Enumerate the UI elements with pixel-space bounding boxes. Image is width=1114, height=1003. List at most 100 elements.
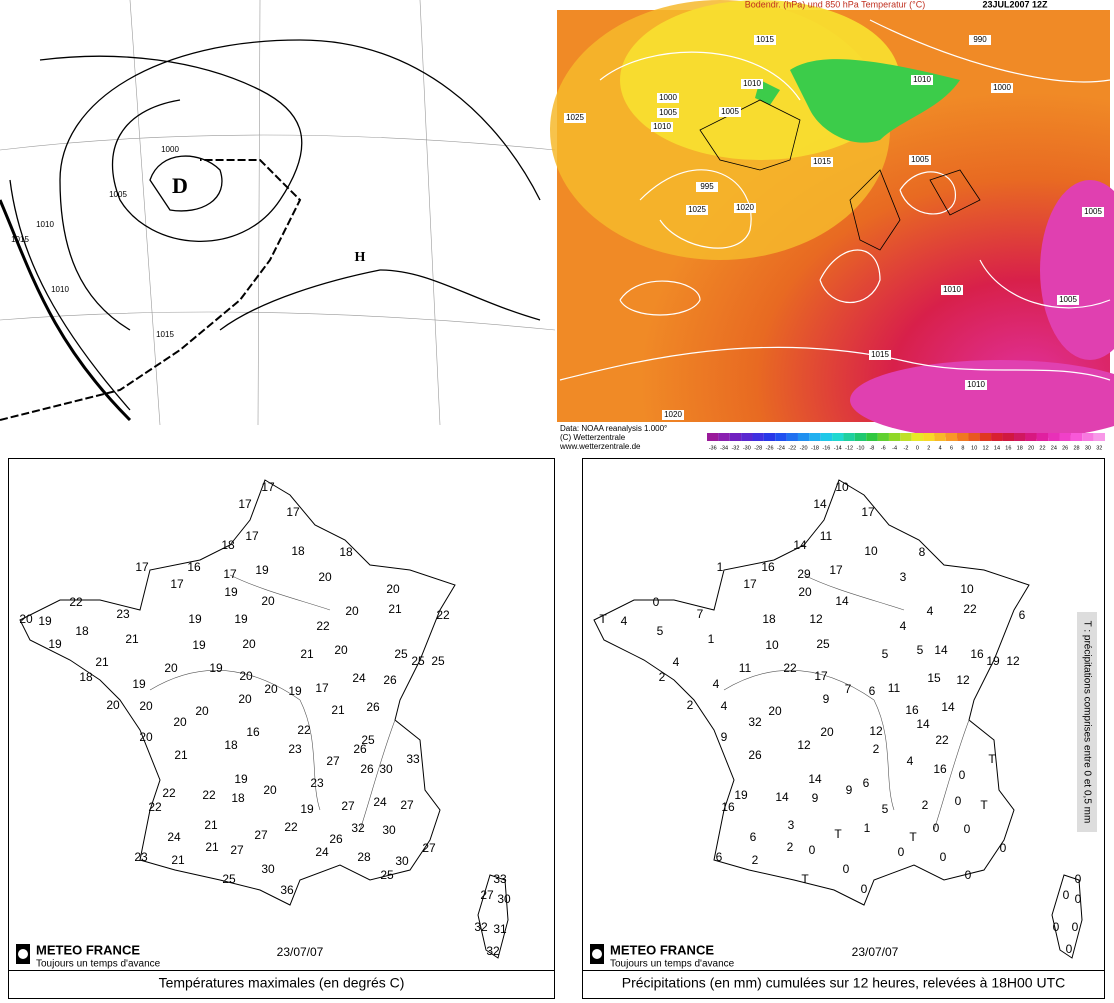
colorbar-label: -28 — [754, 445, 762, 451]
colorbar-swatch — [832, 433, 844, 441]
station-value: 16 — [721, 800, 735, 814]
colorbar-swatch — [843, 433, 855, 441]
station-value: 19 — [48, 637, 62, 651]
station-value: 7 — [697, 607, 704, 621]
station-value: 36 — [280, 883, 294, 897]
station-value: 22 — [935, 733, 949, 747]
station-value: 27 — [230, 843, 244, 857]
station-value: 17 — [315, 681, 329, 695]
isobar-label-box — [657, 108, 679, 118]
map-background — [0, 0, 555, 425]
isobar-label-box — [1057, 295, 1079, 305]
station-value: 17 — [238, 497, 252, 511]
panel-frame — [582, 458, 1105, 999]
station-value: 20 — [238, 692, 252, 706]
graticule — [0, 0, 556, 426]
isobar-label-box — [909, 155, 931, 165]
station-value: 0 — [653, 595, 660, 609]
station-value: 12 — [1006, 654, 1020, 668]
station-value: 20 — [264, 682, 278, 696]
station-value: 20 — [798, 585, 812, 599]
station-value: 16 — [187, 560, 201, 574]
station-value: 19 — [38, 614, 52, 628]
colorbar-swatch — [741, 433, 753, 441]
station-value: 6 — [750, 830, 757, 844]
front — [0, 159, 302, 421]
station-value: 12 — [869, 724, 883, 738]
isobar-label-box — [1082, 207, 1104, 217]
station-value: 25 — [816, 637, 830, 651]
hot-zone — [1040, 180, 1114, 360]
colorbar-label: 12 — [983, 445, 989, 451]
pressure-centre: D — [172, 173, 188, 198]
station-value: 22 — [69, 595, 83, 609]
isobar-label-box — [564, 113, 586, 123]
station-value: 19 — [288, 684, 302, 698]
station-value: 12 — [797, 738, 811, 752]
station-value: T — [988, 752, 996, 766]
colorbar-label: 6 — [950, 445, 953, 451]
station-value: 27 — [254, 828, 268, 842]
station-value: 14 — [808, 772, 822, 786]
station-value: 28 — [357, 850, 371, 864]
station-value: 19 — [255, 563, 269, 577]
station-value: 21 — [95, 655, 109, 669]
station-value: 14 — [934, 643, 948, 657]
colorbar-swatch — [752, 433, 764, 441]
colorbar-label: 28 — [1074, 445, 1080, 451]
station-value: 22 — [963, 602, 977, 616]
station-value: 20 — [261, 594, 275, 608]
station-value: 0 — [861, 882, 868, 896]
isobar-label-box — [911, 75, 933, 85]
isobar-label-box — [754, 35, 776, 45]
map-title: Bodendr. (hPa) und 850 hPa Temperatur (°… — [745, 0, 926, 9]
colorbar-swatch — [820, 433, 833, 441]
pressure-centre: H — [355, 250, 366, 265]
station-value: 19 — [300, 802, 314, 816]
isobar-label-box — [991, 83, 1013, 93]
isobar-label-box — [969, 35, 991, 45]
station-value: 12 — [956, 673, 970, 687]
colorbar-label: 22 — [1039, 445, 1045, 451]
logo-dot — [592, 949, 602, 959]
station-value: 0 — [933, 821, 940, 835]
isobar-label-box — [657, 93, 679, 103]
station-value: 32 — [748, 715, 762, 729]
station-value: 5 — [882, 802, 889, 816]
colorbar-label: -16 — [822, 445, 830, 451]
colorbar-label: -20 — [800, 445, 808, 451]
colorbar-label: 8 — [961, 445, 964, 451]
station-value: 22 — [297, 723, 311, 737]
colorbar-swatch — [1093, 433, 1105, 441]
station-value: 24 — [167, 830, 181, 844]
station-value: 20 — [386, 582, 400, 596]
isobar-label: 1000 — [993, 83, 1011, 92]
station-value: 21 — [125, 632, 139, 646]
station-value: 19 — [224, 585, 238, 599]
station-value: 19 — [188, 612, 202, 626]
colorbar-label: -12 — [845, 445, 853, 451]
station-value: 20 — [820, 725, 834, 739]
isobar-label: 1010 — [943, 285, 961, 294]
station-value: 2 — [873, 742, 880, 756]
station-value: 24 — [373, 795, 387, 809]
station-value: 20 — [239, 669, 253, 683]
station-value: 2 — [687, 698, 694, 712]
colorbar-label: -2 — [904, 445, 909, 451]
isobar-label: 1005 — [1084, 207, 1102, 216]
isobar-label: 990 — [973, 35, 987, 44]
station-value: 16 — [905, 703, 919, 717]
colorbar-label: -6 — [881, 445, 886, 451]
map-date: 23/07/07 — [277, 945, 324, 959]
colorbar-label: 18 — [1017, 445, 1023, 451]
station-value: 19 — [209, 661, 223, 675]
colorbar-label: 20 — [1028, 445, 1034, 451]
colorbar-swatch — [1014, 433, 1026, 441]
coastline — [699, 99, 981, 251]
synoptic-map — [0, 0, 556, 426]
station-value: 20 — [263, 783, 277, 797]
colorbar-swatch — [775, 433, 787, 441]
isobar-label-box — [686, 205, 708, 215]
station-value: 27 — [480, 888, 494, 902]
colorbar-label: 4 — [939, 445, 942, 451]
